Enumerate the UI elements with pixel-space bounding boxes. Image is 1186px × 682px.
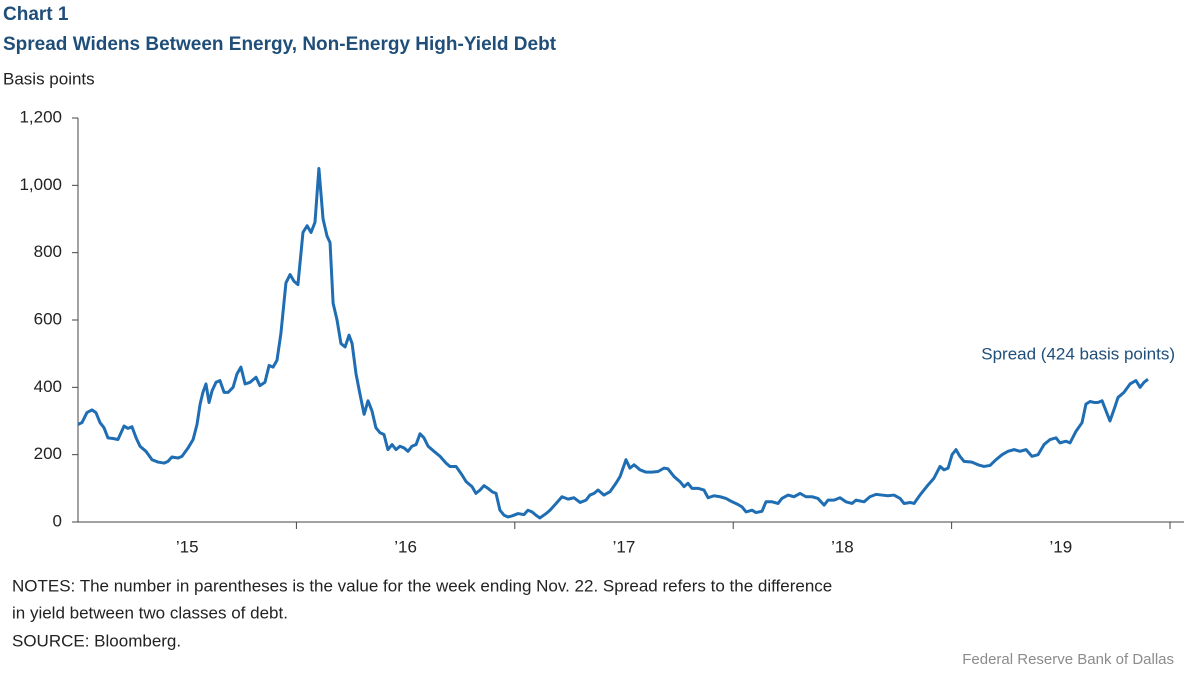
y-tick-label: 1,200 xyxy=(19,107,62,126)
x-tick-label: ’17 xyxy=(613,537,636,556)
y-tick-label: 800 xyxy=(34,242,62,261)
y-tick-label: 0 xyxy=(53,511,62,530)
y-tick-label: 400 xyxy=(34,377,62,396)
y-axis-label: Basis points xyxy=(3,69,95,88)
chart-subtitle: Spread Widens Between Energy, Non-Energy… xyxy=(3,34,557,55)
chart-title: Chart 1 xyxy=(3,4,69,25)
note: NOTES: The number in parentheses is the … xyxy=(12,576,832,595)
x-tick-label: ’19 xyxy=(1049,537,1072,556)
x-tick-label: ’15 xyxy=(176,537,199,556)
x-tick-label: ’16 xyxy=(394,537,417,556)
y-tick-label: 1,000 xyxy=(19,175,62,194)
source: SOURCE: Bloomberg. xyxy=(12,631,181,650)
x-tick-label: ’18 xyxy=(831,537,854,556)
line-series xyxy=(77,167,1149,520)
annotation: Spread (424 basis points) xyxy=(981,344,1175,363)
y-tick-label: 200 xyxy=(34,444,62,463)
note: in yield between two classes of debt. xyxy=(12,603,288,622)
credit: Federal Reserve Bank of Dallas xyxy=(962,651,1174,668)
y-tick-label: 600 xyxy=(34,309,62,328)
